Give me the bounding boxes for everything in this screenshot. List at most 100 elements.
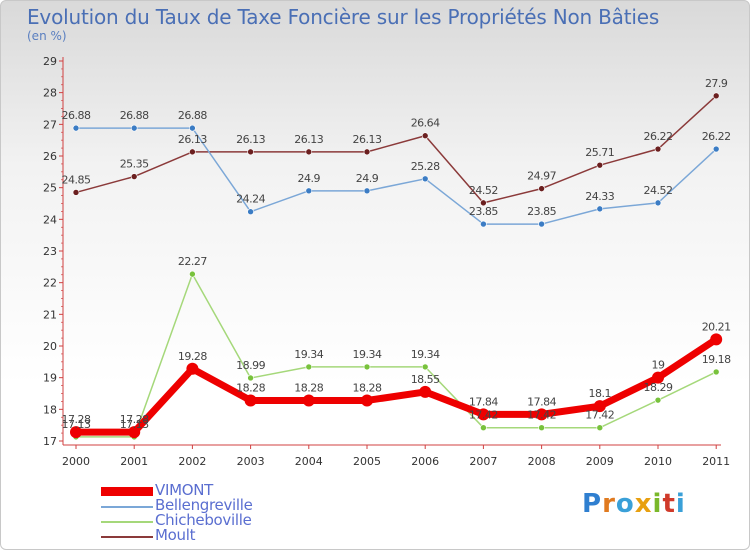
data-label: 20.21 xyxy=(702,320,731,333)
data-point xyxy=(130,173,138,180)
data-label: 17.42 xyxy=(469,409,498,422)
logo-letter: x xyxy=(634,489,653,519)
data-point xyxy=(654,199,662,207)
data-point xyxy=(593,400,606,413)
data-point xyxy=(596,205,604,213)
data-point xyxy=(247,374,254,382)
logo-letter: i xyxy=(652,489,663,519)
data-label: 26.13 xyxy=(294,133,323,146)
data-point xyxy=(305,363,313,371)
data-point xyxy=(712,368,720,376)
data-label: 23.85 xyxy=(469,205,498,218)
data-point xyxy=(189,270,196,278)
data-label: 17.28 xyxy=(62,413,91,426)
data-point xyxy=(654,145,662,153)
y-tick-label: 21 xyxy=(43,308,57,321)
data-label: 19.34 xyxy=(294,348,323,361)
logo-letter: o xyxy=(615,489,635,519)
y-tick-label: 27 xyxy=(43,118,57,131)
legend-label-vimont: VIMONT xyxy=(155,481,214,499)
legend-swatch-moult xyxy=(101,536,153,538)
data-label: 25.28 xyxy=(411,160,440,173)
data-label: 18.29 xyxy=(644,381,673,394)
y-tick-label: 29 xyxy=(43,55,57,68)
proxiti-logo: Proxiti xyxy=(582,489,686,519)
data-label: 24.24 xyxy=(236,193,265,206)
data-point xyxy=(538,185,545,192)
y-tick-label: 23 xyxy=(43,245,57,258)
data-point xyxy=(130,124,138,132)
data-label: 26.13 xyxy=(353,133,382,146)
data-point xyxy=(480,199,487,207)
x-tick-label: 2010 xyxy=(644,455,672,468)
data-label: 24.33 xyxy=(585,190,614,203)
data-label: 26.13 xyxy=(236,133,265,146)
data-label: 18.1 xyxy=(589,387,612,400)
data-label: 17.84 xyxy=(527,395,556,408)
x-tick-label: 2000 xyxy=(62,455,90,468)
data-label: 24.52 xyxy=(644,184,673,197)
x-tick-label: 2008 xyxy=(528,455,556,468)
data-label: 18.55 xyxy=(411,373,440,386)
data-label: 18.99 xyxy=(236,359,265,372)
data-point xyxy=(477,408,490,421)
data-label: 19.34 xyxy=(411,348,440,361)
data-point xyxy=(712,145,720,153)
data-label: 26.88 xyxy=(62,109,91,122)
data-point xyxy=(538,220,545,228)
data-label: 18.28 xyxy=(353,381,382,394)
data-label: 17.42 xyxy=(585,409,614,422)
data-point xyxy=(538,424,545,432)
data-label: 17.13 xyxy=(62,418,91,431)
x-tick-label: 2011 xyxy=(702,455,730,468)
y-tick-label: 24 xyxy=(43,213,57,226)
data-point xyxy=(652,371,664,384)
data-label: 18.28 xyxy=(236,381,265,394)
data-point xyxy=(363,148,371,156)
data-label: 26.88 xyxy=(120,109,149,122)
data-point xyxy=(305,148,313,156)
series-line-bellengreville xyxy=(75,127,717,225)
series-line-moult xyxy=(75,95,717,204)
data-point xyxy=(363,187,371,195)
x-tick-label: 2006 xyxy=(411,455,439,468)
data-label: 19.28 xyxy=(178,350,207,363)
data-label: 27.9 xyxy=(705,77,728,90)
chart-title: Evolution du Taux de Taxe Foncière sur l… xyxy=(27,5,660,29)
data-label: 19.34 xyxy=(353,348,382,361)
y-tick-label: 17 xyxy=(43,435,57,448)
data-point xyxy=(480,220,487,228)
y-tick-label: 26 xyxy=(43,150,57,163)
legend-swatch-chicheboville xyxy=(101,521,153,523)
data-point xyxy=(535,408,548,421)
series-line-vimont xyxy=(72,335,720,436)
data-point xyxy=(189,124,196,132)
logo-letter: t xyxy=(662,489,676,519)
series-line-chicheboville xyxy=(75,273,717,438)
data-point xyxy=(596,424,604,432)
y-tick-label: 18 xyxy=(43,403,57,416)
x-tick-label: 2003 xyxy=(237,455,265,468)
data-point xyxy=(712,92,720,100)
data-point xyxy=(421,363,429,371)
data-label: 17.42 xyxy=(527,409,556,422)
data-point xyxy=(70,426,82,439)
legend-swatch-bellengreville xyxy=(101,506,153,508)
data-label: 19.18 xyxy=(702,353,731,366)
legend-label-bellengreville: Bellengreville xyxy=(155,496,253,514)
data-point xyxy=(419,385,432,398)
y-tick-label: 20 xyxy=(43,340,57,353)
legend-label-chicheboville: Chicheboville xyxy=(155,511,252,529)
data-label: 26.22 xyxy=(644,130,673,143)
data-point xyxy=(480,424,487,432)
y-tick-label: 22 xyxy=(43,277,57,290)
data-point xyxy=(363,363,371,371)
data-label: 24.97 xyxy=(527,170,556,183)
data-point xyxy=(72,124,80,132)
x-tick-label: 2005 xyxy=(353,455,381,468)
y-tick-label: 19 xyxy=(43,372,57,385)
data-point xyxy=(189,148,196,156)
data-point xyxy=(654,396,662,404)
data-point xyxy=(186,362,199,375)
